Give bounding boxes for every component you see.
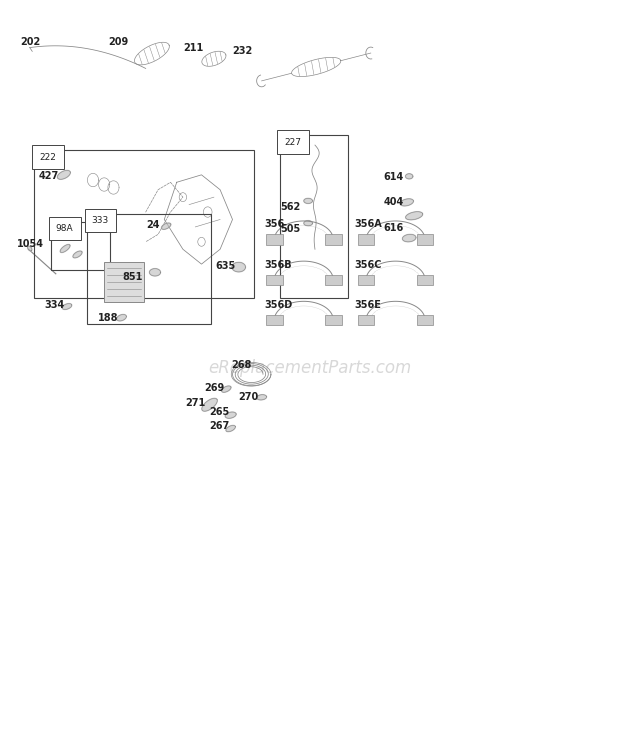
Text: 635: 635: [216, 260, 236, 271]
Polygon shape: [58, 170, 70, 179]
Text: 356A: 356A: [355, 219, 383, 229]
Text: 505: 505: [280, 224, 301, 234]
Text: 98A: 98A: [56, 224, 73, 233]
Text: 211: 211: [183, 43, 203, 54]
FancyBboxPatch shape: [325, 275, 342, 285]
FancyBboxPatch shape: [358, 234, 374, 245]
Text: 356C: 356C: [355, 260, 382, 270]
Bar: [87, 214, 211, 324]
Polygon shape: [202, 398, 217, 411]
Text: 851: 851: [123, 272, 143, 282]
Polygon shape: [400, 199, 414, 206]
Text: 1054: 1054: [17, 239, 45, 249]
Text: 614: 614: [383, 172, 404, 182]
Text: 271: 271: [185, 397, 205, 408]
Text: 222: 222: [40, 153, 56, 161]
Text: 562: 562: [280, 202, 301, 212]
Text: 265: 265: [210, 407, 230, 417]
Bar: [280, 135, 348, 298]
Polygon shape: [304, 199, 312, 203]
Bar: [104, 261, 144, 302]
Polygon shape: [405, 174, 413, 179]
Text: 267: 267: [210, 420, 230, 431]
Text: 232: 232: [232, 45, 253, 56]
Polygon shape: [402, 234, 416, 242]
Bar: [51, 222, 110, 270]
Text: 356E: 356E: [355, 300, 381, 310]
Text: 356D: 356D: [265, 300, 293, 310]
Text: 616: 616: [383, 222, 404, 233]
FancyBboxPatch shape: [325, 234, 342, 245]
Polygon shape: [405, 212, 423, 219]
FancyBboxPatch shape: [417, 275, 433, 285]
Text: 209: 209: [108, 36, 129, 47]
FancyBboxPatch shape: [325, 315, 342, 325]
Text: 404: 404: [383, 197, 404, 208]
Text: 268: 268: [231, 359, 252, 370]
FancyBboxPatch shape: [358, 315, 374, 325]
Polygon shape: [62, 304, 72, 310]
Polygon shape: [117, 315, 126, 321]
Bar: [34, 150, 254, 298]
Text: 334: 334: [45, 300, 65, 310]
Text: eReplacementParts.com: eReplacementParts.com: [208, 359, 412, 377]
Polygon shape: [226, 426, 236, 432]
FancyBboxPatch shape: [358, 275, 374, 285]
Polygon shape: [232, 263, 246, 272]
Polygon shape: [225, 412, 236, 418]
Polygon shape: [257, 394, 267, 400]
Polygon shape: [221, 386, 231, 392]
Polygon shape: [28, 246, 32, 251]
FancyBboxPatch shape: [417, 315, 433, 325]
Polygon shape: [304, 221, 312, 225]
Text: 333: 333: [92, 216, 109, 225]
FancyBboxPatch shape: [266, 315, 283, 325]
Polygon shape: [149, 269, 161, 276]
Text: 24: 24: [146, 220, 160, 231]
Text: 227: 227: [285, 138, 301, 147]
FancyBboxPatch shape: [266, 234, 283, 245]
Polygon shape: [60, 245, 70, 252]
Text: 270: 270: [239, 391, 259, 402]
Polygon shape: [161, 223, 171, 229]
Text: 427: 427: [39, 170, 60, 181]
Text: 188: 188: [98, 313, 118, 324]
Text: 269: 269: [205, 382, 225, 393]
Text: 356: 356: [265, 219, 285, 229]
Polygon shape: [73, 251, 82, 258]
Text: 202: 202: [20, 36, 41, 47]
Text: 356B: 356B: [265, 260, 293, 270]
FancyBboxPatch shape: [266, 275, 283, 285]
FancyBboxPatch shape: [417, 234, 433, 245]
